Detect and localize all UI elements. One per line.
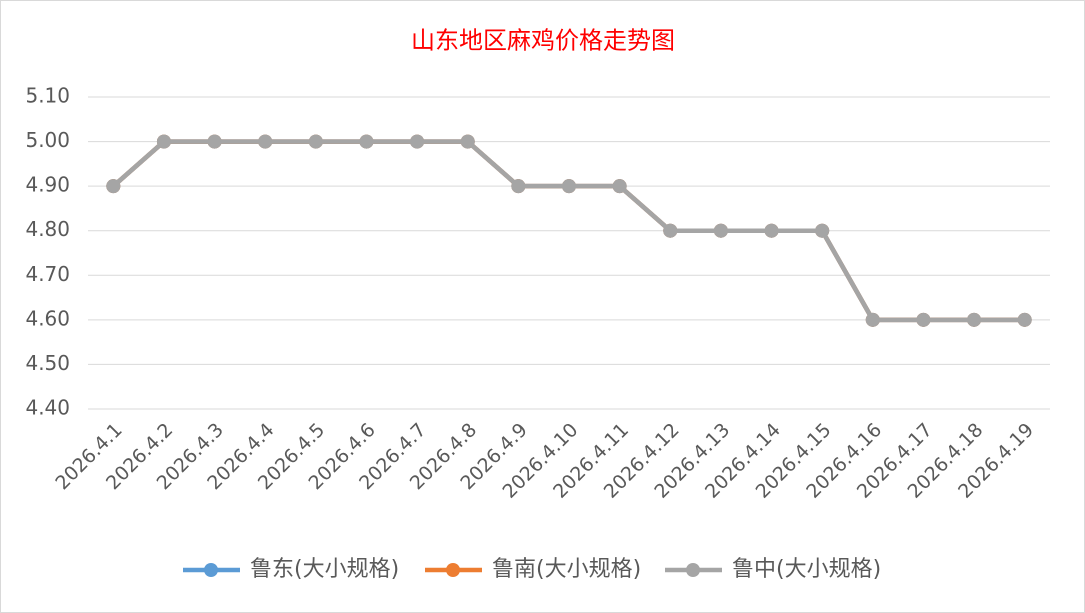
y-tick-label: 4.60 [25,306,70,330]
data-point [258,134,273,149]
data-point [410,134,425,149]
data-point [511,179,526,194]
y-tick-label: 5.00 [25,128,70,152]
data-point [663,223,678,238]
y-tick-label: 4.90 [25,173,70,197]
data-point [612,179,627,194]
legend-marker [686,563,700,577]
data-point [207,134,222,149]
data-point [916,312,931,327]
legend-marker [446,563,460,577]
data-point [308,134,323,149]
y-tick-label: 4.50 [25,351,70,375]
y-tick-label: 5.10 [25,84,70,108]
y-tick-label: 4.80 [25,217,70,241]
data-point [1017,312,1032,327]
data-point [865,312,880,327]
y-tick-label: 4.70 [25,262,70,286]
data-point [156,134,171,149]
legend-label: 鲁南(大小规格) [492,557,641,582]
data-point [764,223,779,238]
legend-marker [204,563,218,577]
data-point [815,223,830,238]
data-point [460,134,475,149]
chart-title: 山东地区麻鸡价格走势图 [411,27,675,55]
data-point [967,312,982,327]
legend-label: 鲁中(大小规格) [732,557,881,582]
y-tick-label: 4.40 [25,396,70,420]
data-point [359,134,374,149]
data-point [562,179,576,194]
legend-label: 鲁东(大小规格) [250,557,399,582]
data-point [106,179,121,194]
data-point [713,223,728,238]
